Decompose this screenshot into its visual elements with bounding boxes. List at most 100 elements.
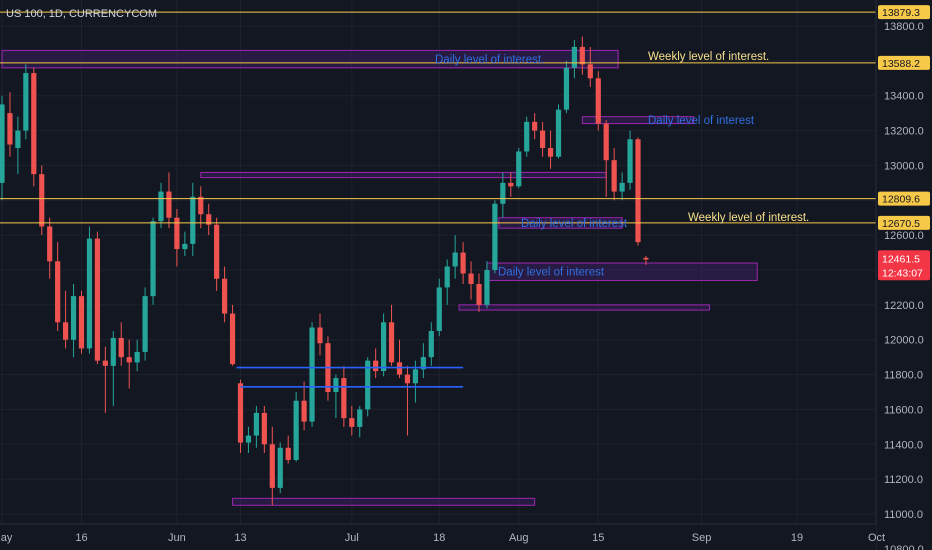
candle-body [134,351,140,363]
weekly-price-tag [878,5,930,20]
candle-body [47,226,53,262]
candle-body [39,174,45,227]
daily-level-label: Daily level of interest [648,115,755,127]
candle-body [627,139,633,183]
last-price-value: 12461.5 [882,253,920,265]
candle-body [357,409,363,427]
candle-body [70,296,77,340]
candle-body [571,46,577,68]
candle-body [190,196,196,244]
price-tick-label: 11400.0 [884,439,923,451]
price-tick-label: 13400.0 [884,91,924,103]
zone-labels: Daily level of interest. Daily level of i… [435,51,809,279]
candle-body [118,337,124,358]
candle-body [444,266,450,288]
candle-body [333,378,339,392]
candle-body [611,160,617,192]
daily-level-label: Daily level of interest [521,218,628,230]
candle-body [516,151,522,187]
date-tick-label: 13 [234,532,246,544]
price-tick-label: 11000.0 [884,509,923,521]
chart-title: US 100, 1D, CURRENCYCOM [6,8,157,20]
price-tick-label: 12600.0 [884,230,924,242]
candle-body [7,113,13,145]
candle-body [158,191,164,222]
candle-body [388,322,395,363]
date-tick-label: Sep [692,532,712,544]
price-tick-label: 13200.0 [884,126,924,138]
candle-body [31,73,37,175]
candle-body [349,418,355,427]
price-tick-label: 13800.0 [884,21,924,33]
weekly-price-value: 13879.3 [882,7,920,19]
candle-body [198,196,204,215]
candle-body [206,214,212,225]
candle-body [500,182,506,204]
candle-body [603,123,609,161]
weekly-level-label: Weekly level of interest. [688,212,809,224]
weekly-price-tag [878,191,930,206]
candle-body [269,444,275,488]
candle-body [245,435,252,443]
candle-body [293,400,299,460]
grid [0,0,877,550]
weekly-price-value: 12670.5 [882,218,920,230]
candle-body [261,412,267,445]
candle-body [166,191,172,218]
price-tick-label: 12000.0 [884,335,924,347]
date-tick-label: Oct [868,532,885,544]
candle-body [142,296,148,352]
candle-body [420,357,426,370]
candle-body [532,121,538,131]
candles [0,36,649,506]
candle-body [460,252,466,274]
candle-body [404,374,411,384]
candle-body [15,130,21,148]
candle-body [229,313,236,365]
candle-body [317,327,323,344]
candle-body [23,73,29,131]
candle-body [285,447,291,460]
candle-body [277,447,283,488]
candle-body [412,369,418,384]
candle-body [396,362,403,375]
candle-body [110,337,116,366]
candle-body [365,360,371,410]
price-tick-label: 10800.0 [884,544,924,550]
candle-body [253,412,259,436]
candle-body [86,238,93,349]
candle-body [237,383,244,443]
candle-body [55,261,61,323]
candle-body [214,224,220,279]
level-zone [581,116,695,125]
candle-body [643,257,649,260]
candle-body [428,331,434,358]
time-axis[interactable] [0,524,876,550]
candle-body [555,109,562,157]
date-tick-label: May [0,532,13,544]
date-tick-label: Aug [509,532,529,544]
candle-body [468,273,474,284]
candle-body [452,252,458,267]
candle-body [436,287,442,331]
date-tick-label: Jul [345,532,359,544]
level-zone [1,49,619,69]
date-tick-label: 16 [75,532,87,544]
weekly-price-value: 13588.2 [882,58,920,70]
candle-body [635,139,641,243]
candle-body [540,130,546,148]
candle-body [579,46,585,65]
candle-body [78,296,85,349]
candle-body [508,182,514,187]
date-tick-label: 18 [433,532,445,544]
candle-body [126,357,132,363]
bar-countdown: 12:43:07 [882,267,923,279]
candle-body [0,104,5,183]
candle-body [587,64,593,79]
candle-body [63,322,69,340]
price-tick-label: 11800.0 [884,370,923,382]
